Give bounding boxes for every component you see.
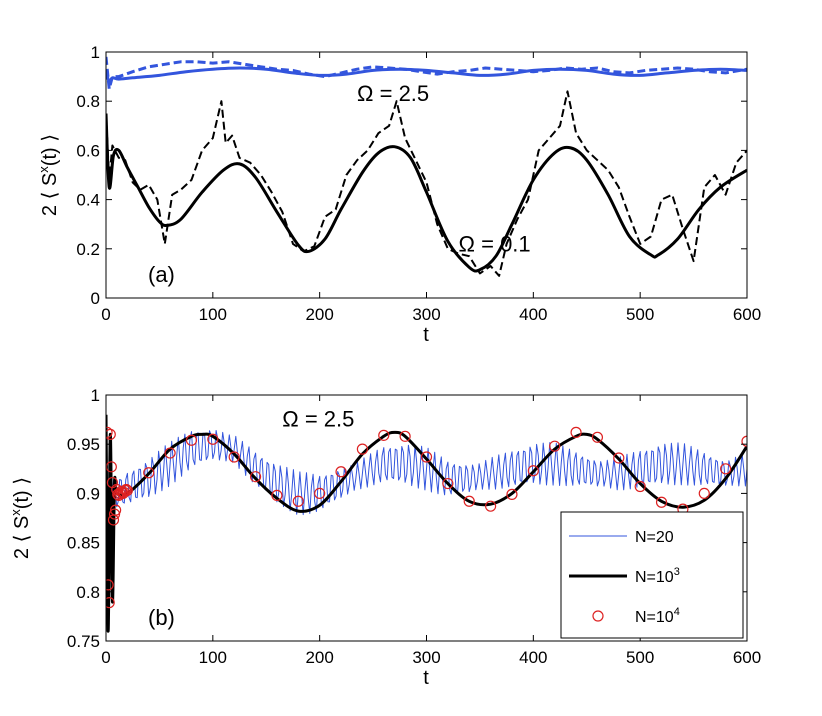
data-point-n1e4 — [485, 500, 497, 512]
y-tick-label-a: 0 — [91, 289, 100, 308]
x-tick-label-a: 200 — [305, 305, 333, 324]
annotation-a: Ω = 0.1 — [459, 231, 531, 256]
x-tick-label-a: 0 — [101, 305, 110, 324]
y-tick-label-b: 0.95 — [67, 435, 100, 454]
data-point-n1e4 — [634, 480, 646, 493]
data-point-n1e4 — [335, 466, 347, 478]
series-a-2 — [106, 113, 747, 273]
data-point-n1e4 — [249, 471, 262, 483]
legend-label: N=103 — [635, 566, 680, 586]
legend-marker-circle — [592, 610, 604, 622]
legend-label: N=20 — [635, 529, 674, 546]
data-point-n1e4 — [120, 483, 132, 496]
data-point-n1e4 — [185, 434, 198, 446]
x-tick-label-a: 600 — [733, 305, 761, 324]
data-point-n1e4 — [463, 495, 475, 507]
x-tick-label-b: 500 — [626, 648, 654, 667]
data-point-n1e4 — [106, 597, 115, 609]
annotation-b: Ω = 2.5 — [282, 406, 354, 431]
y-tick-label-b: 0.9 — [76, 484, 100, 503]
x-tick-label-b: 400 — [519, 648, 547, 667]
data-point-n1e4 — [110, 504, 122, 516]
data-point-n1e4 — [420, 451, 433, 463]
y-axis-label-a: 2 ⟨ Sx(t) ⟩ — [36, 134, 61, 216]
data-point-n1e4 — [506, 488, 518, 500]
y-tick-label-b: 0.75 — [67, 632, 100, 651]
data-point-n1e4 — [570, 426, 582, 438]
data-point-n1e4 — [121, 484, 133, 497]
series-a-3 — [106, 90, 747, 277]
y-tick-label-b: 1 — [91, 386, 100, 405]
data-point-n1e4 — [271, 489, 283, 501]
y-axis-label-b-sup: x — [8, 509, 23, 516]
x-tick-label-b: 100 — [199, 648, 227, 667]
series-a-1 — [106, 56, 747, 91]
data-point-n1e4 — [356, 443, 368, 455]
data-point-n1e4 — [741, 435, 747, 447]
x-tick-label-a: 400 — [519, 305, 547, 324]
data-point-n1e4 — [106, 579, 114, 591]
legend-label: N=104 — [635, 606, 680, 626]
data-point-n1e4 — [720, 463, 732, 475]
data-point-n1e4 — [164, 447, 176, 459]
x-tick-label-b: 600 — [733, 648, 761, 667]
data-point-n1e4 — [106, 428, 116, 440]
series-b-0 — [106, 430, 747, 516]
panel-a: 0 100 200 300 400 500 600 0 0.2 0.4 0.6 0.8 1 t 2 ⟨ … — [36, 43, 761, 346]
data-point-n1e4 — [292, 495, 304, 507]
panel-label-a: (a) — [148, 262, 175, 287]
y-axis-label-b: 2 ⟨ Sx(t) ⟩ — [8, 477, 33, 559]
data-point-n1e4 — [591, 431, 604, 443]
y-tick-label-a: 0.6 — [76, 141, 100, 160]
data-point-n1e4 — [399, 430, 411, 442]
x-tick-label-a: 100 — [199, 305, 227, 324]
data-point-n1e4 — [378, 429, 390, 441]
y-tick-label-a: 0.2 — [76, 240, 100, 259]
annotation-a: Ω = 2.5 — [357, 81, 429, 106]
x-tick-label-a: 300 — [412, 305, 440, 324]
panel-label-b: (b) — [148, 605, 175, 630]
y-tick-label-b: 0.85 — [67, 534, 100, 553]
x-tick-label-b: 200 — [305, 648, 333, 667]
plot-area-a — [106, 52, 747, 298]
data-point-n1e4 — [655, 496, 668, 508]
x-tick-label-b: 0 — [101, 648, 110, 667]
data-point-n1e4 — [527, 465, 539, 477]
data-point-n1e4 — [143, 467, 155, 479]
y-tick-label-a: 1 — [91, 43, 100, 62]
data-point-n1e4 — [314, 487, 326, 499]
data-point-n1e4 — [442, 477, 454, 490]
y-axis-label-a-sup: x — [36, 166, 51, 173]
y-tick-label-a: 0.4 — [76, 191, 100, 210]
panel-b: 0 100 200 300 400 500 600 0.75 0.8 0.85 0.9 0.95 1 t… — [8, 386, 761, 689]
data-point-n1e4 — [613, 452, 625, 464]
x-axis-label-b: t — [423, 667, 429, 689]
y-tick-label-b: 0.8 — [76, 583, 100, 602]
series-a-0 — [106, 66, 747, 84]
x-tick-label-a: 500 — [626, 305, 654, 324]
x-axis-label-a: t — [423, 324, 429, 346]
legend: N=20 N=103 N=104 — [560, 511, 744, 639]
x-tick-label-b: 300 — [412, 648, 440, 667]
data-point-n1e4 — [549, 440, 561, 452]
data-point-n1e4 — [207, 433, 219, 445]
y-tick-label-a: 0.8 — [76, 92, 100, 111]
data-point-n1e4 — [228, 451, 240, 463]
data-point-n1e4 — [698, 487, 710, 499]
